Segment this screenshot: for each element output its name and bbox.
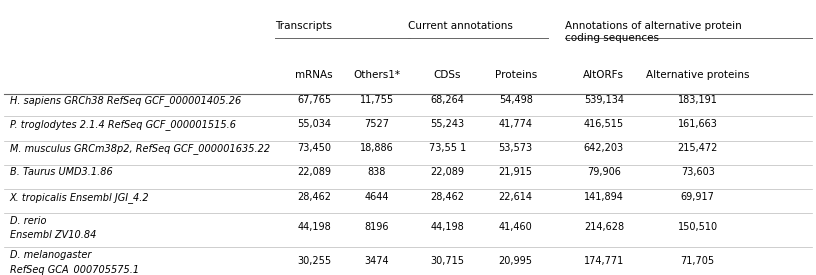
- Text: 214,628: 214,628: [583, 222, 624, 232]
- Text: 79,906: 79,906: [587, 167, 621, 177]
- Text: 44,198: 44,198: [430, 222, 464, 232]
- Text: Ensembl ZV10.84: Ensembl ZV10.84: [10, 230, 96, 240]
- Text: 30,255: 30,255: [297, 256, 331, 266]
- Text: 161,663: 161,663: [678, 119, 717, 129]
- Text: Alternative proteins: Alternative proteins: [646, 70, 749, 80]
- Text: 28,462: 28,462: [297, 192, 331, 202]
- Text: Transcripts: Transcripts: [275, 21, 332, 31]
- Text: 73,450: 73,450: [297, 143, 331, 153]
- Text: mRNAs: mRNAs: [295, 70, 333, 80]
- Text: D. melanogaster: D. melanogaster: [10, 250, 91, 260]
- Text: 55,034: 55,034: [297, 119, 331, 129]
- Text: 73,55 1: 73,55 1: [428, 143, 466, 153]
- Text: Annotations of alternative protein
coding sequences: Annotations of alternative protein codin…: [565, 21, 742, 43]
- Text: 416,515: 416,515: [583, 119, 624, 129]
- Text: 67,765: 67,765: [297, 95, 331, 105]
- Text: 11,755: 11,755: [360, 95, 394, 105]
- Text: 4644: 4644: [365, 192, 389, 202]
- Text: 22,614: 22,614: [499, 192, 533, 202]
- Text: Others1*: Others1*: [353, 70, 401, 80]
- Text: X. tropicalis Ensembl JGI_4.2: X. tropicalis Ensembl JGI_4.2: [10, 192, 149, 203]
- Text: 3474: 3474: [365, 256, 389, 266]
- Text: 18,886: 18,886: [360, 143, 394, 153]
- Text: 55,243: 55,243: [430, 119, 464, 129]
- Text: 183,191: 183,191: [678, 95, 717, 105]
- Text: 73,603: 73,603: [681, 167, 715, 177]
- Text: 20,995: 20,995: [499, 256, 533, 266]
- Text: 150,510: 150,510: [677, 222, 718, 232]
- Text: 53,573: 53,573: [499, 143, 533, 153]
- Text: 174,771: 174,771: [583, 256, 624, 266]
- Text: M. musculus GRCm38p2, RefSeq GCF_000001635.22: M. musculus GRCm38p2, RefSeq GCF_0000016…: [10, 143, 270, 154]
- Text: 141,894: 141,894: [584, 192, 623, 202]
- Text: 41,774: 41,774: [499, 119, 533, 129]
- Text: 44,198: 44,198: [297, 222, 331, 232]
- Text: 215,472: 215,472: [677, 143, 718, 153]
- Text: 22,089: 22,089: [430, 167, 464, 177]
- Text: 8196: 8196: [365, 222, 389, 232]
- Text: 30,715: 30,715: [430, 256, 464, 266]
- Text: CDSs: CDSs: [433, 70, 461, 80]
- Text: 54,498: 54,498: [499, 95, 533, 105]
- Text: 642,203: 642,203: [583, 143, 624, 153]
- Text: 69,917: 69,917: [681, 192, 715, 202]
- Text: 41,460: 41,460: [499, 222, 533, 232]
- Text: 21,915: 21,915: [499, 167, 533, 177]
- Text: P. troglodytes 2.1.4 RefSeq GCF_000001515.6: P. troglodytes 2.1.4 RefSeq GCF_00000151…: [10, 119, 236, 130]
- Text: 71,705: 71,705: [681, 256, 715, 266]
- Text: Proteins: Proteins: [494, 70, 537, 80]
- Text: 28,462: 28,462: [430, 192, 464, 202]
- Text: B. Taurus UMD3.1.86: B. Taurus UMD3.1.86: [10, 167, 113, 177]
- Text: H. sapiens GRCh38 RefSeq GCF_000001405.26: H. sapiens GRCh38 RefSeq GCF_000001405.2…: [10, 95, 241, 106]
- Text: AltORFs: AltORFs: [583, 70, 624, 80]
- Text: 838: 838: [368, 167, 386, 177]
- Text: RefSeq GCA_000705575.1: RefSeq GCA_000705575.1: [10, 265, 139, 275]
- Text: 68,264: 68,264: [430, 95, 464, 105]
- Text: 22,089: 22,089: [297, 167, 331, 177]
- Text: 539,134: 539,134: [583, 95, 624, 105]
- Text: 7527: 7527: [365, 119, 389, 129]
- Text: D. rerio: D. rerio: [10, 216, 47, 226]
- Text: Current annotations: Current annotations: [408, 21, 513, 31]
